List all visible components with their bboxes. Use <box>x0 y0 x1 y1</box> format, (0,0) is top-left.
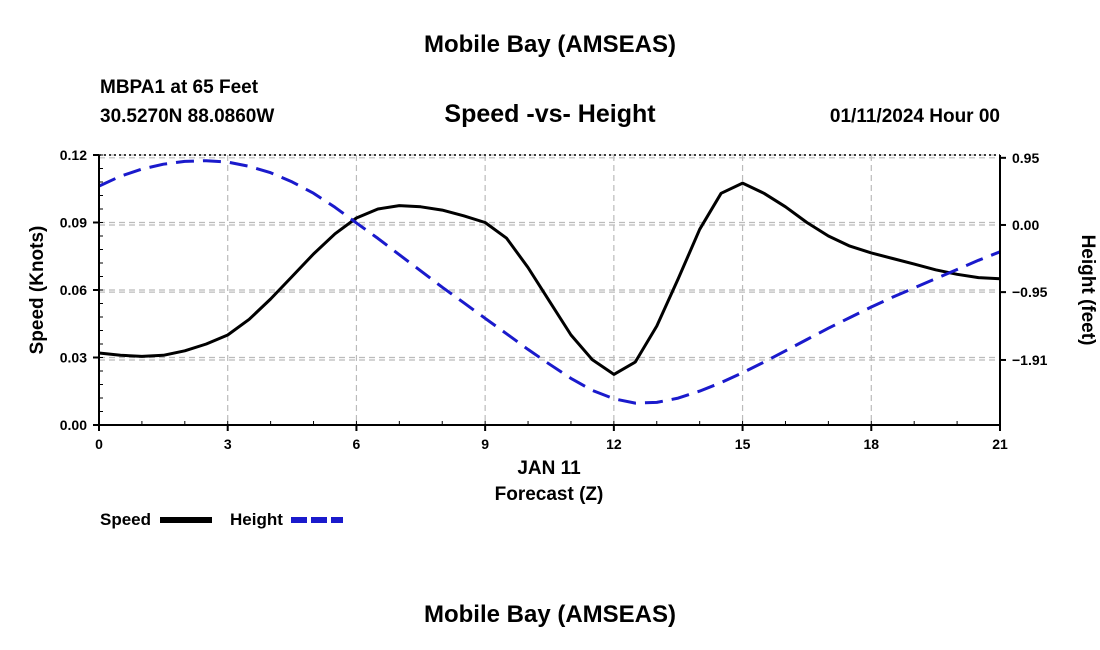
series-lines <box>98 159 1001 405</box>
x-tick-label-7: 21 <box>992 436 1008 452</box>
series-line-height <box>98 159 1001 405</box>
x-tick-label-0: 0 <box>95 436 103 452</box>
legend: Speed Height <box>100 510 343 529</box>
grid-lines <box>99 154 1000 425</box>
x-tick-labels: 0 3 6 9 12 15 18 21 <box>95 436 1008 452</box>
y2-tick-label-1: 0.00 <box>1012 217 1039 233</box>
x-tick-label-3: 9 <box>481 436 489 452</box>
legend-label-speed: Speed <box>100 510 151 529</box>
y-tick-labels: 0.00 0.03 0.06 0.09 0.12 <box>60 147 87 433</box>
y-axis-title: Speed (Knots) <box>27 226 48 355</box>
station-name: MBPA1 at 65 Feet <box>100 77 259 98</box>
x-tick-label-2: 6 <box>353 436 361 452</box>
y-tick-label-0: 0.00 <box>60 417 87 433</box>
page-title: Mobile Bay (AMSEAS) <box>423 31 677 58</box>
y-tick-label-4: 0.12 <box>60 147 87 163</box>
chart-title: Speed -vs- Height <box>444 100 656 128</box>
x-tick-label-1: 3 <box>224 436 232 452</box>
footer-title: Mobile Bay (AMSEAS) <box>423 601 677 628</box>
y-tick-label-1: 0.03 <box>60 350 87 366</box>
axes <box>93 154 1006 431</box>
y2-tick-label-0: 0.95 <box>1012 150 1039 166</box>
x-tick-label-5: 15 <box>735 436 751 452</box>
station-coordinates: 30.5270N 88.0860W <box>100 106 275 127</box>
legend-label-height: Height <box>230 510 283 529</box>
y2-axis-title: Height (feet) <box>1077 235 1098 346</box>
x-axis-title: Forecast (Z) <box>495 484 604 505</box>
y-tick-label-2: 0.06 <box>60 282 87 298</box>
series-line-speed <box>98 181 1001 376</box>
y-tick-label-3: 0.09 <box>60 215 87 231</box>
x-tick-label-4: 12 <box>606 436 622 452</box>
y2-tick-label-3: −1.91 <box>1012 352 1048 368</box>
x-tick-label-6: 18 <box>863 436 879 452</box>
y2-tick-labels: 0.95 0.00 −0.95 −1.91 <box>1012 150 1048 368</box>
y2-tick-label-2: −0.95 <box>1012 284 1048 300</box>
forecast-datetime: 01/11/2024 Hour 00 <box>829 106 1000 127</box>
date-label: JAN 11 <box>517 458 581 479</box>
